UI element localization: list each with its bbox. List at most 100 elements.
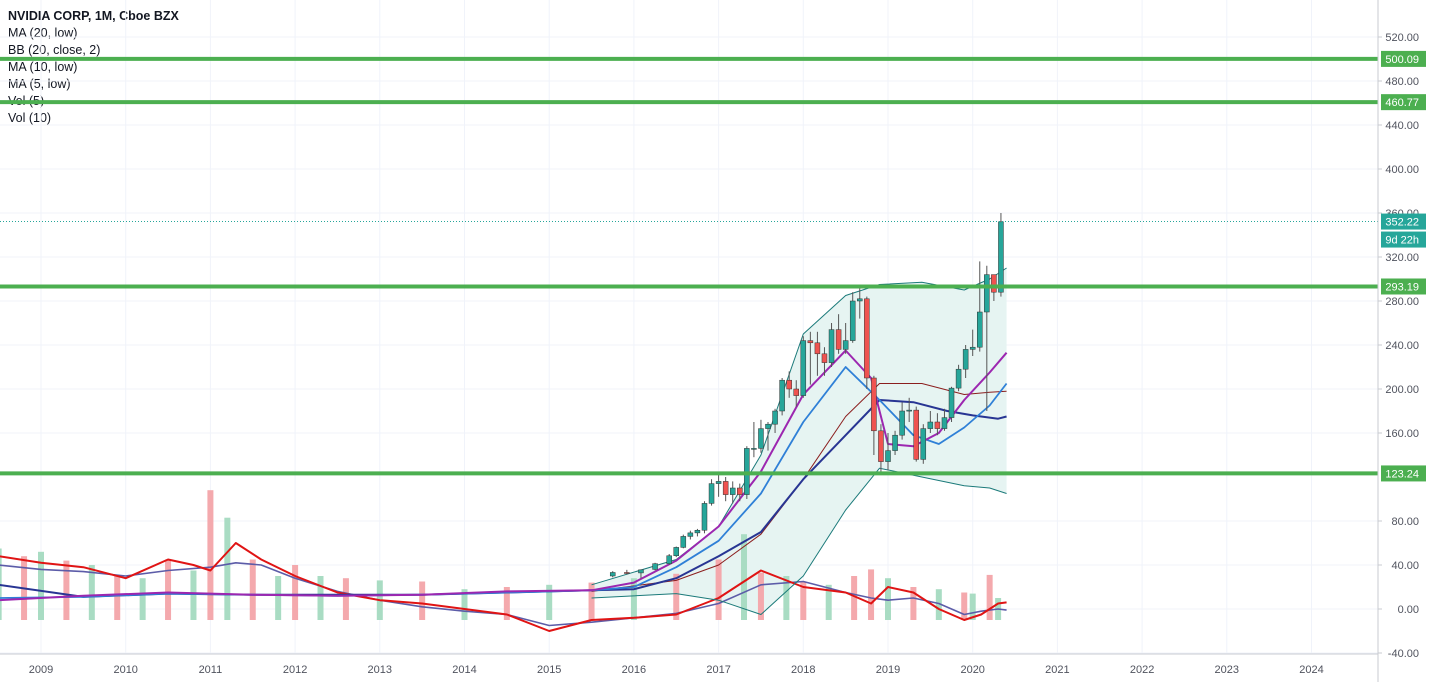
candle-body <box>828 329 835 363</box>
candle-body <box>934 421 941 429</box>
legend-indicator-bb[interactable]: BB (20, close, 2) <box>8 43 101 57</box>
volume-bar <box>139 578 146 620</box>
time-tick-label: 2013 <box>368 664 392 676</box>
level-badge-bg <box>1381 50 1426 67</box>
candle-body <box>814 342 821 355</box>
volume-bar <box>419 581 426 620</box>
level-badge-bg <box>1381 94 1426 111</box>
last-price-badge: 352.22 <box>1385 217 1419 229</box>
candle-body <box>609 572 616 577</box>
volume-bar <box>935 589 942 620</box>
candle-body <box>984 274 990 313</box>
volume-bar <box>114 576 121 620</box>
volume-bar <box>275 576 282 620</box>
candle-body <box>871 377 877 432</box>
candle-body <box>821 353 828 363</box>
candle-body <box>751 448 757 450</box>
candle-body <box>948 387 955 418</box>
candle-body <box>927 421 934 429</box>
candle-body <box>729 487 736 495</box>
time-tick-label: 2015 <box>537 664 561 676</box>
volume-bar <box>673 573 680 620</box>
price-tick-label: 480.00 <box>1385 76 1419 88</box>
legend-indicator-vol10[interactable]: Vol (10) <box>8 111 52 125</box>
candle-body <box>885 450 891 462</box>
volume-bar <box>190 570 197 620</box>
candle-body <box>807 340 814 344</box>
candle-body <box>701 503 708 531</box>
time-tick-label: 2011 <box>199 664 223 676</box>
level-badge-bg <box>1381 465 1426 482</box>
candle-body <box>673 547 679 557</box>
volume-bar <box>715 559 722 620</box>
time-tick-label: 2020 <box>960 664 984 676</box>
time-tick-label: 2009 <box>29 664 53 676</box>
candle-body <box>991 274 997 293</box>
volume-bar <box>961 592 968 620</box>
candle-body <box>920 428 927 460</box>
time-tick-label: 2021 <box>1045 664 1069 676</box>
time-tick-label: 2018 <box>791 664 815 676</box>
volume-bar <box>546 584 553 620</box>
volume-bar <box>969 593 976 620</box>
price-tick-label: 280.00 <box>1385 296 1419 308</box>
volume-bar <box>825 584 832 620</box>
time-tick-label: 2017 <box>706 664 730 676</box>
candle-body <box>842 340 849 350</box>
price-tick-label: 0.00 <box>1398 604 1419 616</box>
price-tick-label: 440.00 <box>1385 120 1419 132</box>
candle-body <box>765 423 771 429</box>
price-tick-label: 320.00 <box>1385 252 1419 264</box>
time-tick-label: 2024 <box>1299 664 1323 676</box>
level-badge: 123.24 <box>1385 468 1419 480</box>
candle-body <box>715 481 722 484</box>
volume-bar <box>741 534 748 620</box>
time-tick-label: 2010 <box>113 664 137 676</box>
time-tick-label: 2022 <box>1130 664 1154 676</box>
volume-bar <box>885 578 891 620</box>
candle-body <box>913 409 919 460</box>
bb-basis-line <box>591 383 1007 592</box>
volume-bar <box>783 576 790 620</box>
candle-body <box>652 563 658 570</box>
time-tick-label: 2016 <box>622 664 646 676</box>
price-tick-label: 160.00 <box>1385 428 1419 440</box>
volume-bar <box>317 576 324 620</box>
candle-body <box>779 379 785 412</box>
volume-bar <box>249 559 256 620</box>
volume-bar <box>63 560 70 620</box>
ma5-line <box>0 349 1008 602</box>
volume-bar <box>588 582 595 620</box>
candle-body <box>666 555 672 564</box>
price-tick-label: 240.00 <box>1385 340 1419 352</box>
candle-body <box>624 572 630 574</box>
candle-body <box>835 329 842 350</box>
volume-bar <box>165 559 172 620</box>
legend-title[interactable]: NVIDIA CORP, 1M, Cboe BZX <box>8 9 179 23</box>
time-tick-label: 2019 <box>876 664 900 676</box>
price-tick-label: 200.00 <box>1385 384 1419 396</box>
volume-bar <box>292 565 299 620</box>
candle-body <box>864 298 870 379</box>
volume-bar <box>38 551 44 620</box>
candle-body <box>722 481 729 495</box>
volume-bar <box>868 569 875 620</box>
level-badge: 293.19 <box>1385 281 1419 293</box>
chart-legend: NVIDIA CORP, 1M, Cboe BZX MA (20, low) B… <box>8 8 179 127</box>
countdown-badge-bg <box>1381 231 1426 248</box>
price-tick-label: 400.00 <box>1385 164 1419 176</box>
candle-body <box>899 410 905 436</box>
candle-body <box>969 346 976 350</box>
candle-body <box>941 417 948 429</box>
time-tick-label: 2014 <box>452 664 476 676</box>
candle-body <box>800 340 807 396</box>
time-tick-label: 2023 <box>1215 664 1239 676</box>
candle-body <box>737 487 743 495</box>
price-tick-label: 520.00 <box>1385 32 1419 44</box>
volume-bar <box>207 490 214 620</box>
legend-indicator-ma10[interactable]: MA (10, low) <box>8 60 78 74</box>
candle-body <box>849 300 856 341</box>
price-axis-bg <box>1378 0 1429 682</box>
candle-body <box>892 434 898 451</box>
